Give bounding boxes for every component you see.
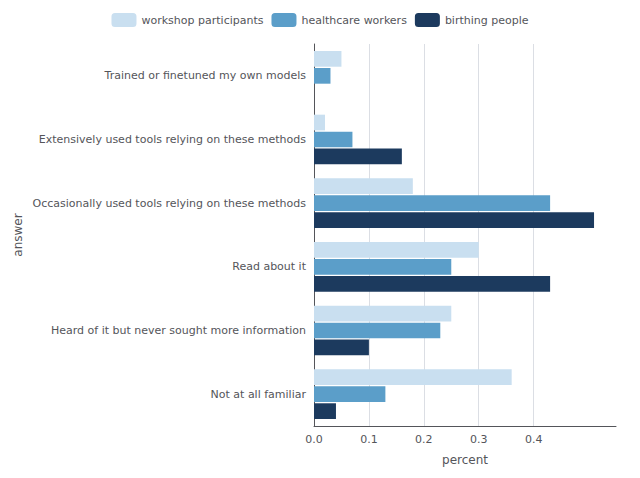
svg-text:Read about it: Read about it (232, 260, 306, 273)
svg-text:Trained or finetuned my own mo: Trained or finetuned my own models (104, 69, 307, 82)
svg-text:0.1: 0.1 (360, 433, 378, 446)
svg-text:Extensively used tools relying: Extensively used tools relying on these … (39, 133, 306, 146)
svg-text:birthing people: birthing people (445, 14, 529, 27)
svg-text:Not at all familiar: Not at all familiar (211, 388, 307, 401)
svg-text:healthcare workers: healthcare workers (301, 14, 407, 27)
svg-text:0.0: 0.0 (305, 433, 323, 446)
svg-text:workshop participants: workshop participants (141, 14, 263, 27)
svg-text:percent: percent (442, 453, 488, 467)
svg-text:0.3: 0.3 (470, 433, 488, 446)
svg-text:Occasionally used tools relyin: Occasionally used tools relying on these… (33, 197, 307, 210)
svg-text:Heard of it but never sought m: Heard of it but never sought more inform… (51, 324, 306, 337)
svg-text:answer: answer (11, 213, 25, 256)
svg-text:0.2: 0.2 (415, 433, 433, 446)
svg-text:0.4: 0.4 (525, 433, 543, 446)
